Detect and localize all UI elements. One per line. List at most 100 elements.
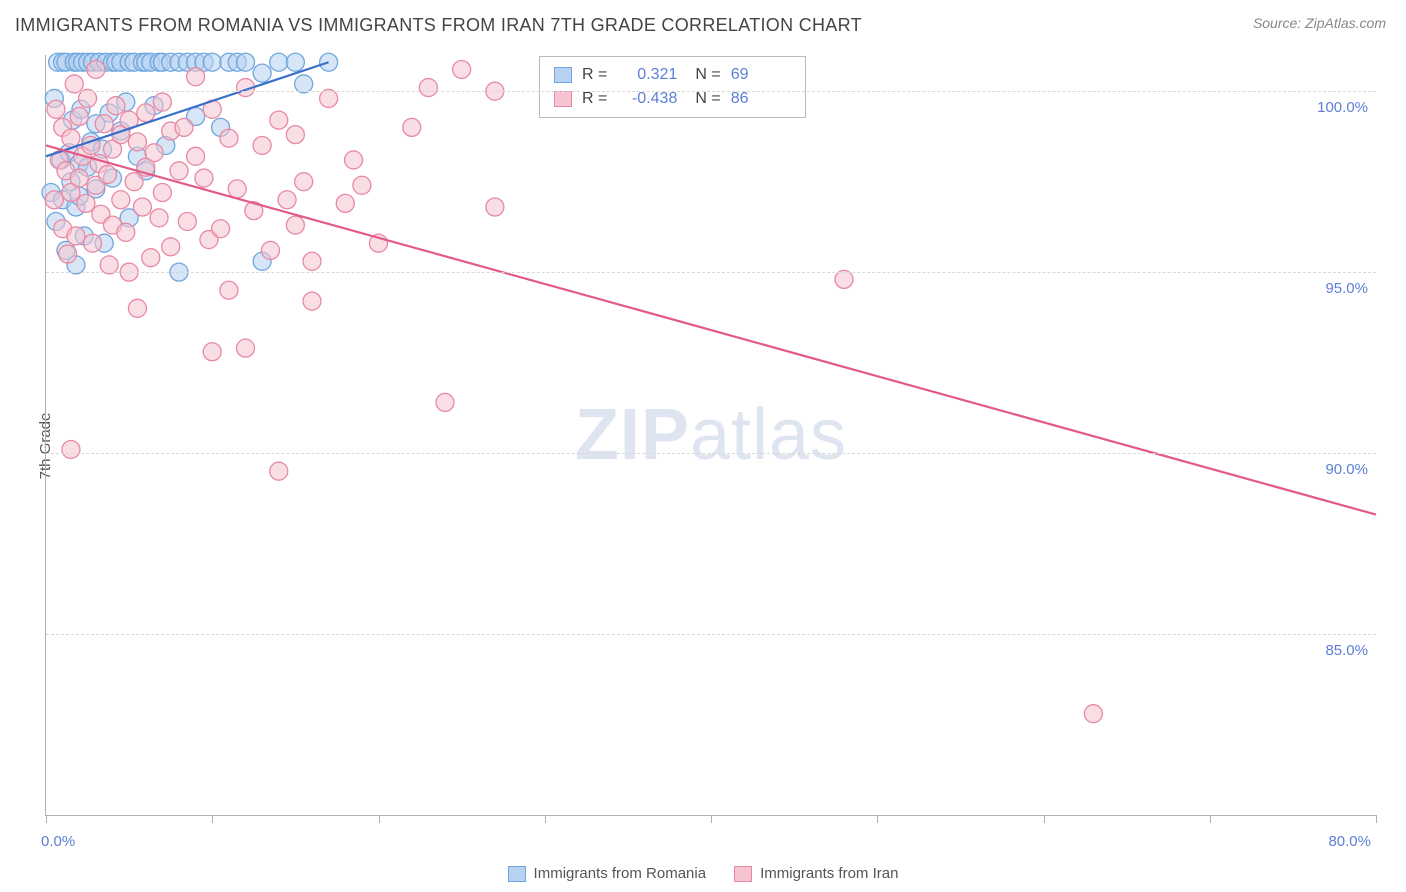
data-point-iran (95, 115, 113, 133)
data-point-romania (286, 53, 304, 71)
data-point-iran (195, 169, 213, 187)
data-point-iran (453, 60, 471, 78)
plot-area: ZIPatlas R =0.321N =69R =-0.438N =86 85.… (45, 55, 1376, 816)
xtick (711, 815, 712, 823)
xtick (46, 815, 47, 823)
data-point-iran (403, 118, 421, 136)
swatch-iran (734, 866, 752, 882)
r-value: 0.321 (617, 63, 677, 87)
data-point-iran (203, 343, 221, 361)
data-point-iran (436, 393, 454, 411)
data-point-iran (261, 241, 279, 259)
data-point-iran (70, 169, 88, 187)
data-point-iran (117, 223, 135, 241)
r-label: R = (582, 63, 607, 87)
data-point-iran (170, 162, 188, 180)
chart-svg (46, 55, 1376, 815)
data-point-iran (178, 212, 196, 230)
data-point-iran (99, 165, 117, 183)
legend-item-romania: Immigrants from Romania (508, 865, 707, 882)
bottom-legend: Immigrants from Romania Immigrants from … (0, 865, 1406, 882)
n-value: 69 (731, 63, 791, 87)
data-point-iran (62, 440, 80, 458)
xtick (1376, 815, 1377, 823)
legend-label-iran: Immigrants from Iran (760, 865, 898, 882)
swatch-romania-icon (554, 67, 572, 83)
data-point-iran (286, 216, 304, 234)
data-point-iran (175, 118, 193, 136)
data-point-romania (270, 53, 288, 71)
legend-item-iran: Immigrants from Iran (734, 865, 898, 882)
data-point-romania (253, 64, 271, 82)
xtick-label: 80.0% (1328, 833, 1371, 850)
data-point-iran (125, 173, 143, 191)
ytick-label: 95.0% (1325, 280, 1368, 297)
data-point-iran (107, 97, 125, 115)
ytick-label: 90.0% (1325, 461, 1368, 478)
data-point-romania (203, 53, 221, 71)
xtick (1210, 815, 1211, 823)
xtick (379, 815, 380, 823)
data-point-iran (187, 147, 205, 165)
data-point-iran (45, 191, 63, 209)
gridline (46, 634, 1376, 635)
data-point-iran (142, 249, 160, 267)
swatch-romania (508, 866, 526, 882)
data-point-iran (270, 111, 288, 129)
ytick-label: 100.0% (1317, 99, 1368, 116)
data-point-iran (486, 198, 504, 216)
data-point-iran (1084, 705, 1102, 723)
data-point-iran (153, 184, 171, 202)
data-point-iran (419, 79, 437, 97)
rn-row-romania: R = 0.321 N = 69 (554, 63, 791, 87)
data-point-iran (112, 191, 130, 209)
gridline (46, 91, 1376, 92)
correlation-legend-box: R =0.321N =69R =-0.438N =86 (539, 56, 806, 118)
data-point-iran (67, 227, 85, 245)
data-point-iran (162, 238, 180, 256)
data-point-iran (153, 93, 171, 111)
data-point-iran (59, 245, 77, 263)
data-point-iran (286, 126, 304, 144)
chart-title: IMMIGRANTS FROM ROMANIA VS IMMIGRANTS FR… (15, 15, 862, 36)
data-point-iran (220, 281, 238, 299)
data-point-iran (87, 60, 105, 78)
xtick-label: 0.0% (41, 833, 75, 850)
data-point-iran (237, 339, 255, 357)
xtick (212, 815, 213, 823)
data-point-iran (62, 129, 80, 147)
xtick (545, 815, 546, 823)
data-point-iran (228, 180, 246, 198)
xtick (1044, 815, 1045, 823)
swatch-iran-icon (554, 91, 572, 107)
data-point-iran (150, 209, 168, 227)
trend-line-iran (46, 145, 1376, 514)
data-point-romania (237, 53, 255, 71)
data-point-iran (278, 191, 296, 209)
data-point-iran (303, 292, 321, 310)
ytick-label: 85.0% (1325, 642, 1368, 659)
data-point-iran (84, 234, 102, 252)
legend-label-romania: Immigrants from Romania (534, 865, 707, 882)
data-point-iran (47, 100, 65, 118)
data-point-iran (295, 173, 313, 191)
gridline (46, 272, 1376, 273)
data-point-iran (220, 129, 238, 147)
data-point-iran (303, 252, 321, 270)
data-point-iran (212, 220, 230, 238)
xtick (877, 815, 878, 823)
data-point-iran (353, 176, 371, 194)
data-point-iran (187, 68, 205, 86)
data-point-iran (345, 151, 363, 169)
data-point-iran (133, 198, 151, 216)
n-label: N = (695, 63, 720, 87)
source-label: Source: ZipAtlas.com (1253, 15, 1386, 31)
data-point-iran (137, 104, 155, 122)
data-point-iran (128, 133, 146, 151)
data-point-iran (336, 194, 354, 212)
data-point-iran (77, 194, 95, 212)
data-point-iran (70, 108, 88, 126)
data-point-iran (145, 144, 163, 162)
data-point-iran (270, 462, 288, 480)
gridline (46, 453, 1376, 454)
